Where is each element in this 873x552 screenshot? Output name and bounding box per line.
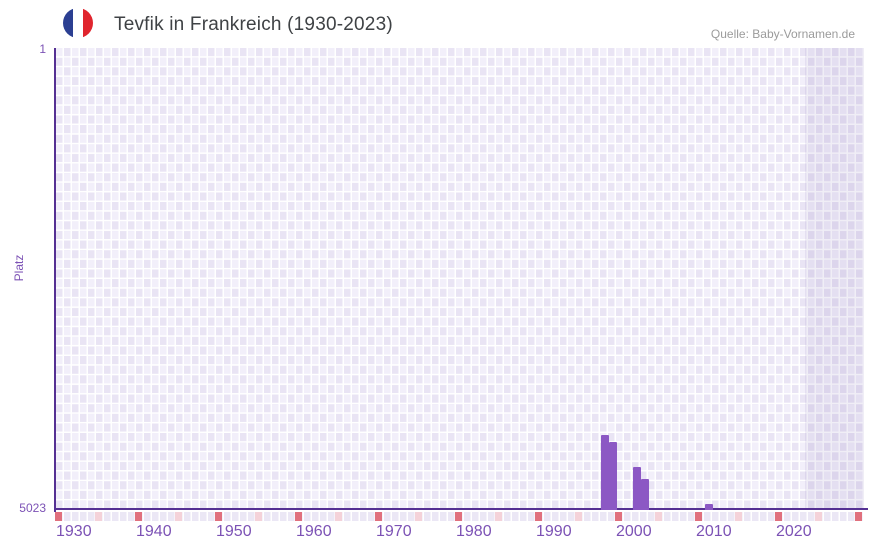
- pink-year-mark: [654, 512, 662, 521]
- x-tick-label-1970: 1970: [376, 523, 412, 540]
- y-tick-bottom: 5023: [19, 501, 46, 515]
- pink-year-mark: [814, 512, 822, 521]
- x-tick-label-1930: 1930: [56, 523, 92, 540]
- pink-year-mark: [254, 512, 262, 521]
- france-flag-icon: [63, 8, 93, 38]
- pink-year-mark: [414, 512, 422, 521]
- plot-area[interactable]: [56, 48, 864, 510]
- x-tick-label-2000: 2000: [616, 523, 652, 540]
- rank-bar-1997[interactable]: [601, 435, 609, 510]
- red-year-mark: [614, 512, 622, 521]
- red-year-mark: [134, 512, 142, 521]
- red-year-mark: [774, 512, 782, 521]
- x-tick-label-1980: 1980: [456, 523, 492, 540]
- pink-year-mark: [334, 512, 342, 521]
- rank-bar-2001[interactable]: [633, 467, 641, 510]
- red-year-mark: [214, 512, 222, 521]
- pink-year-mark: [734, 512, 742, 521]
- red-year-mark: [454, 512, 462, 521]
- x-tick-label-1990: 1990: [536, 523, 572, 540]
- x-tick-label-1960: 1960: [296, 523, 332, 540]
- rank-bar-2002[interactable]: [641, 479, 649, 510]
- pink-year-mark: [94, 512, 102, 521]
- red-year-mark: [54, 512, 62, 521]
- x-tick-label-2010: 2010: [696, 523, 732, 540]
- red-year-mark: [374, 512, 382, 521]
- rank-bar-1998[interactable]: [609, 441, 617, 510]
- recent-years-highlight-band: [804, 48, 864, 510]
- x-tick-label-2020: 2020: [776, 523, 812, 540]
- source-credit: Quelle: Baby-Vornamen.de: [710, 27, 855, 41]
- rank-bar-2010[interactable]: [705, 504, 713, 510]
- red-year-mark: [854, 512, 862, 521]
- y-axis-title: Platz: [12, 254, 26, 282]
- y-axis-line: [54, 48, 56, 512]
- x-axis-line: [54, 508, 868, 510]
- pink-year-mark: [574, 512, 582, 521]
- red-year-mark: [694, 512, 702, 521]
- red-year-mark: [534, 512, 542, 521]
- red-year-mark: [294, 512, 302, 521]
- pink-year-mark: [174, 512, 182, 521]
- chart-title: Tevfik in Frankreich (1930-2023): [114, 14, 393, 35]
- y-tick-top: 1: [39, 42, 46, 56]
- pink-year-mark: [494, 512, 502, 521]
- x-tick-label-1940: 1940: [136, 523, 172, 540]
- x-tick-label-1950: 1950: [216, 523, 252, 540]
